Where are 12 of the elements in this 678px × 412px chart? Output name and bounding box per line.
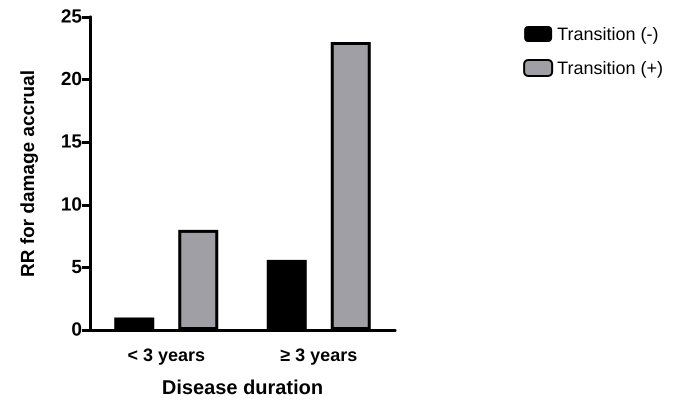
legend-label: Transition (+) <box>557 58 664 78</box>
y-tick-label: 10 <box>60 194 82 216</box>
y-tick-label: 20 <box>60 69 82 90</box>
y-tick-label: 25 <box>60 6 82 28</box>
x-axis-title: Disease duration <box>162 377 324 399</box>
y-tick-label: 0 <box>71 320 82 340</box>
x-tick-label: < 3 years <box>127 345 206 365</box>
x-tick-label: ≥ 3 years <box>280 345 358 365</box>
y-tick-label: 5 <box>71 256 82 278</box>
y-tick-label: 15 <box>60 132 82 153</box>
legend-label: Transition (-) <box>557 24 658 44</box>
y-axis-title: RR for damage accrual <box>18 70 39 277</box>
